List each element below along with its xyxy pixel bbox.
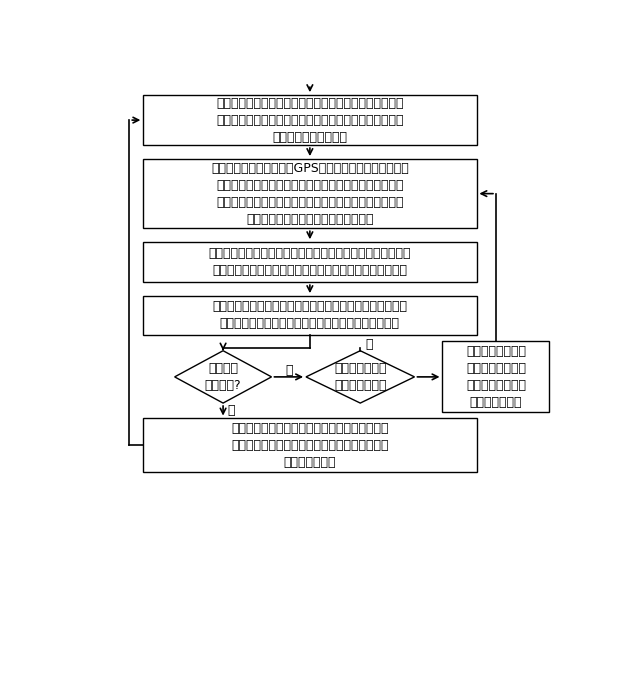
FancyBboxPatch shape [143, 296, 477, 335]
Text: 车载无线通信终端根据其GPS导航系统提供的自身地理位
置信息和目的路线，以及获取的邻居无线接入点的地理位
置信息，从邻居无线接入点中计算选取和目的路线的方向
一: 车载无线通信终端根据其GPS导航系统提供的自身地理位 置信息和目的路线，以及获取… [211, 161, 409, 226]
Text: 是否触发
切换门限?: 是否触发 切换门限? [205, 362, 241, 392]
FancyBboxPatch shape [443, 342, 549, 412]
Text: 发送请求邻居信息
的消息到当前最新
得到的下一跳需连
接的无线接入点: 发送请求邻居信息 的消息到当前最新 得到的下一跳需连 接的无线接入点 [466, 345, 526, 409]
FancyBboxPatch shape [143, 95, 477, 145]
Text: 是: 是 [227, 404, 235, 418]
Text: 直接发送切换请求到所述下一跳需连接的无线接
入点，完成切换，删除本地存储的当前连接的无
线接入点的信息: 直接发送切换请求到所述下一跳需连接的无线接 入点，完成切换，删除本地存储的当前连… [231, 422, 389, 469]
Text: 车辆的速率是否
超过一定的阈值: 车辆的速率是否 超过一定的阈值 [334, 362, 386, 392]
Text: 否: 否 [285, 364, 293, 377]
Text: 车载无线通信终端从候选无线接入点中计算选取与所述目的路
线距离最短的无线接入点，作为下一跳需连接的无线接入点: 车载无线通信终端从候选无线接入点中计算选取与所述目的路 线距离最短的无线接入点，… [209, 247, 411, 277]
Text: 否: 否 [366, 338, 373, 351]
FancyBboxPatch shape [143, 242, 477, 282]
Polygon shape [175, 351, 272, 403]
Polygon shape [306, 351, 415, 403]
FancyBboxPatch shape [143, 159, 477, 228]
Text: 车载无线通信终端从当前连接的无线接入点获取邻居无线
接入点的信息并存储，所述邻居无线接入点的信息中包括
其自身的地理位置信息: 车载无线通信终端从当前连接的无线接入点获取邻居无线 接入点的信息并存储，所述邻居… [216, 97, 404, 143]
Text: 车载无线通信终端在小区切换前，将切换时所需发送的信息
发送到所述下一跳需连接的无线接入点，做好切换准备: 车载无线通信终端在小区切换前，将切换时所需发送的信息 发送到所述下一跳需连接的无… [212, 300, 407, 331]
FancyBboxPatch shape [143, 418, 477, 473]
